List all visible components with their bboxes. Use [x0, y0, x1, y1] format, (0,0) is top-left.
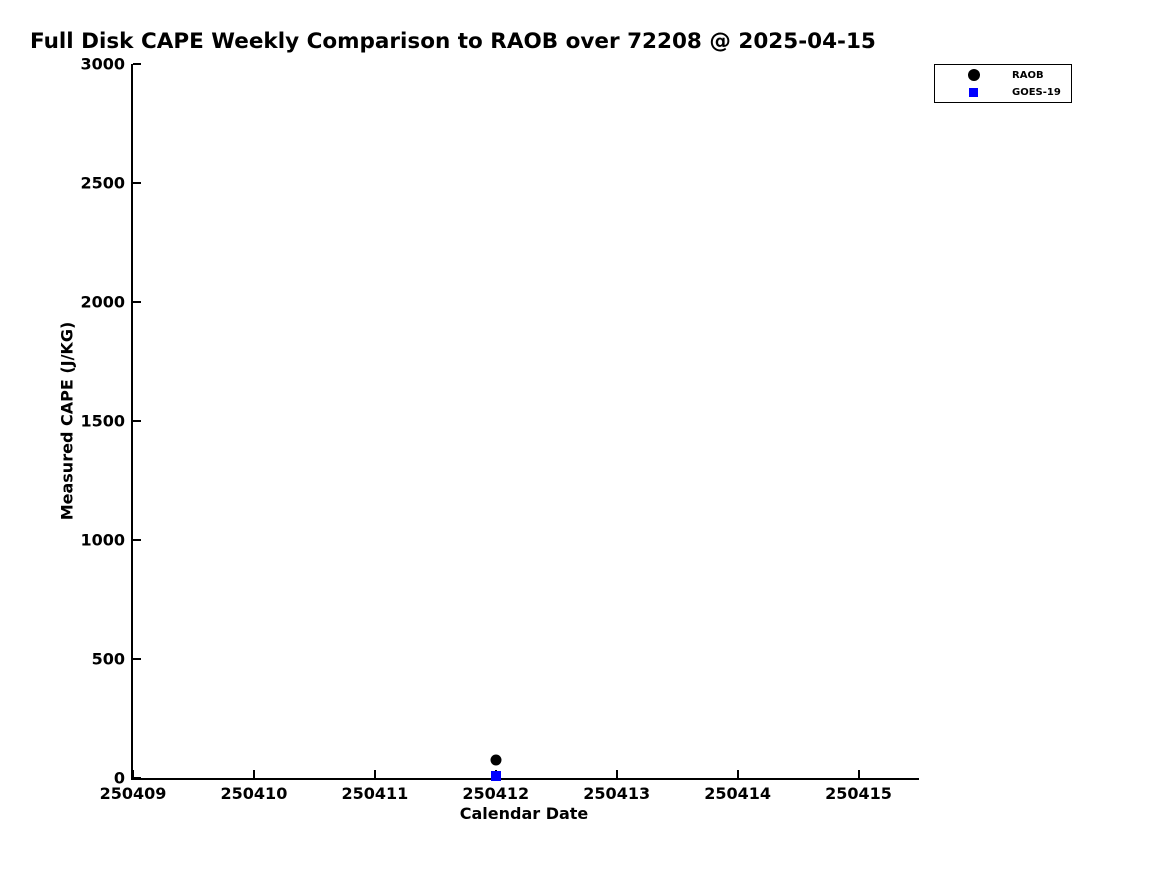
x-tick: [857, 770, 860, 778]
legend-label: RAOB: [1012, 69, 1044, 81]
y-tick: [133, 63, 141, 65]
goes-19-marker: [490, 770, 501, 781]
goes-19-legend-icon: [969, 87, 978, 97]
x-tick: [736, 770, 739, 778]
raob-marker: [490, 754, 502, 766]
x-axis-label: Calendar Date: [459, 804, 589, 823]
y-tick: [133, 539, 141, 541]
x-tick: [373, 770, 376, 778]
legend: RAOB GOES-19: [934, 64, 1072, 103]
raob-legend-icon: [967, 69, 980, 81]
x-tick-label: 250414: [704, 784, 772, 803]
x-tick: [615, 770, 618, 778]
y-tick-label: 1500: [80, 411, 125, 431]
chart-title: Full Disk CAPE Weekly Comparison to RAOB…: [30, 29, 876, 54]
x-tick-label: 250415: [825, 784, 892, 803]
y-tick: [133, 420, 141, 422]
x-tick: [252, 770, 255, 778]
y-axis-label: Measured CAPE (J/KG): [57, 321, 77, 521]
y-tick-label: 2500: [80, 173, 125, 193]
x-tick-label: 250410: [220, 784, 288, 803]
y-tick-label: 500: [91, 649, 125, 669]
legend-marker-box: [935, 69, 1012, 81]
y-tick-label: 2000: [80, 292, 125, 312]
y-tick: [133, 777, 141, 779]
y-tick: [133, 182, 141, 184]
y-tick-label: 3000: [80, 54, 125, 74]
y-tick: [133, 658, 141, 660]
legend-label: GOES-19: [1012, 86, 1061, 98]
x-tick-label: 250409: [99, 784, 167, 803]
legend-marker-box: [935, 87, 1012, 97]
x-tick-label: 250411: [341, 784, 409, 803]
y-tick-label: 1000: [80, 530, 125, 550]
plot-area: 0 500 1000 1500 2000 2500 3000 250409 250410 2504…: [80, 55, 919, 803]
y-tick: [133, 301, 141, 303]
x-tick-label: 250413: [583, 784, 651, 803]
x-tick-label: 250412: [462, 784, 530, 803]
legend-row: GOES-19: [935, 84, 1071, 101]
y-tick-label: 0: [113, 768, 125, 788]
legend-row: RAOB: [935, 67, 1071, 84]
x-tick: [132, 770, 134, 778]
